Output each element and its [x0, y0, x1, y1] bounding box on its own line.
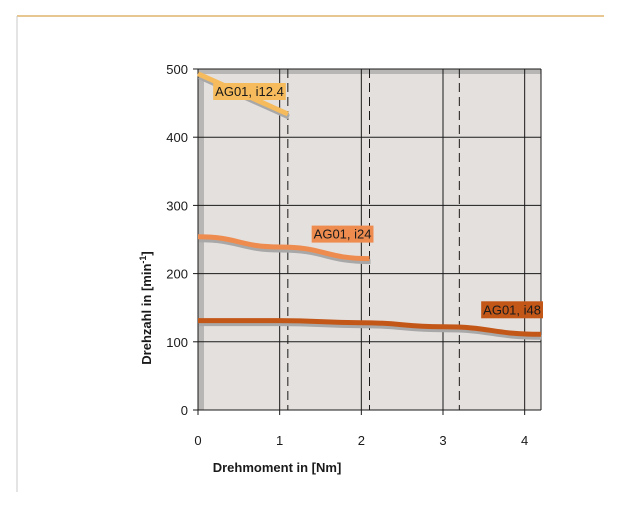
- y-axis-title-sup: -1: [138, 256, 148, 264]
- y-tick-label-500: 500: [166, 62, 188, 77]
- series-lines: [196, 71, 543, 340]
- y-tick-label-200: 200: [166, 267, 188, 282]
- series-shadow-ag01-i48: [199, 321, 543, 340]
- series-label-ag01-i24: AG01, i24: [314, 227, 372, 242]
- x-axis-title: Drehmoment in [Nm]: [213, 460, 342, 475]
- y-tick-label-0: 0: [181, 403, 188, 418]
- x-tick-label-3: 3: [439, 433, 446, 448]
- x-tick-label-0: 0: [194, 433, 201, 448]
- series-labels: AG01, i12.4 AG01, i24 AG01, i48: [213, 83, 543, 319]
- series-label-box-ag01-i12-4: [213, 83, 286, 101]
- series-label-box-ag01-i24: [311, 225, 374, 243]
- x-tick-label-1: 1: [276, 433, 283, 448]
- y-tick-labels: 0 100 200 300 400 500: [166, 62, 188, 418]
- x-tick-labels: 0 1 2 3 4: [194, 433, 528, 448]
- series-line-ag01-i24: [197, 234, 370, 262]
- series-shadow-ag01-i24: [198, 237, 371, 265]
- x-tick-label-2: 2: [358, 433, 365, 448]
- y-tick-label-400: 400: [166, 130, 188, 145]
- series-label-ag01-i48: AG01, i48: [483, 302, 541, 317]
- series-label-ag01-i12-4: AG01, i12.4: [215, 84, 284, 99]
- series-line-ag01-i48: [198, 318, 542, 337]
- y-tick-label-300: 300: [166, 198, 188, 213]
- y-axis-title-main: Drehzahl in [min: [139, 264, 154, 365]
- y-axis-title-end: ]: [139, 251, 154, 255]
- x-tick-label-4: 4: [521, 433, 528, 448]
- series-label-box-ag01-i48: [481, 301, 543, 319]
- y-axis-title: Drehzahl in [min-1]: [138, 251, 154, 364]
- y-tick-label-100: 100: [166, 335, 188, 350]
